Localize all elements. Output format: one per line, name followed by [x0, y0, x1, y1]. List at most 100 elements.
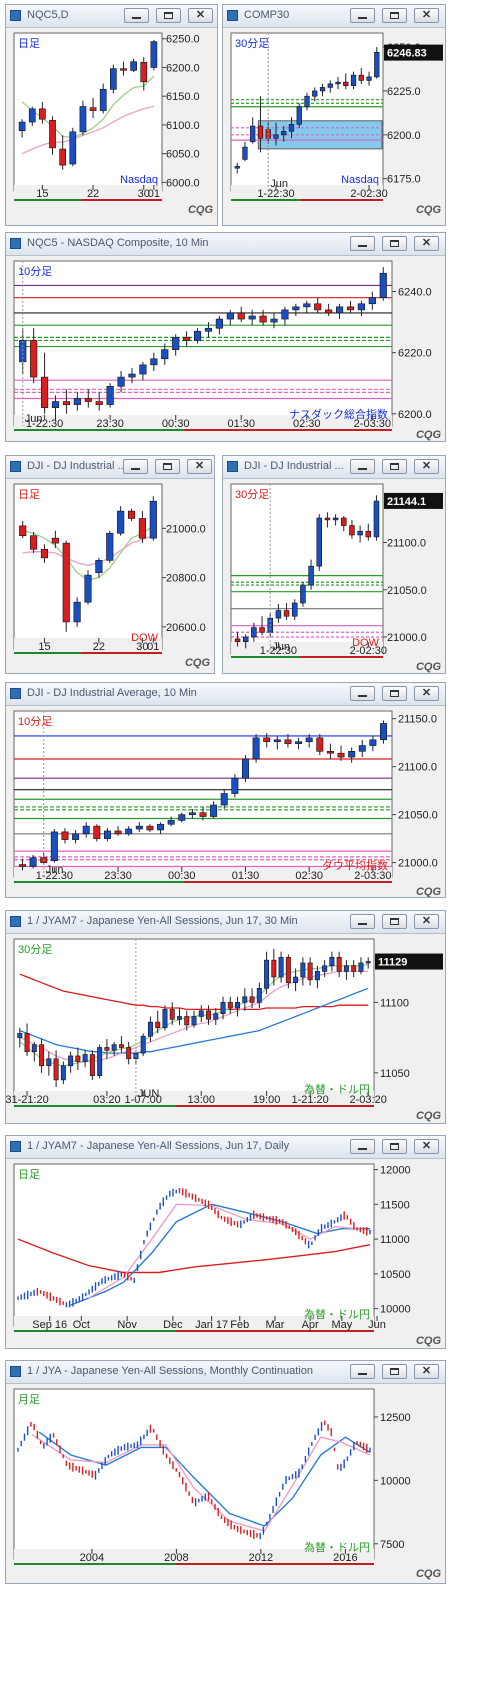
session-bar-red: [176, 1330, 374, 1332]
y-tick-label: 6250.0: [166, 34, 200, 46]
close-button[interactable]: ✕: [188, 8, 213, 23]
chart-window-comp-30min[interactable]: COMP30 ✕ 6250.06225.06200.06175.01-22:30…: [222, 4, 446, 226]
y-tick-label: 7500: [380, 1539, 404, 1551]
minimize-button[interactable]: [123, 459, 148, 474]
close-button[interactable]: ✕: [187, 459, 212, 474]
close-button[interactable]: ✕: [414, 236, 439, 251]
chart-window-dji-30min[interactable]: DJI - DJ Industrial ... ✕ 21100.0 21050.0…: [222, 455, 446, 674]
candle-body: [304, 95, 310, 108]
chart-window-jpy-monthly[interactable]: 1 / JYA - Japanese Yen-All Sessions, Mon…: [5, 1360, 446, 1584]
maximize-button[interactable]: [155, 459, 180, 474]
minimize-button[interactable]: [350, 914, 375, 929]
candle-body: [263, 737, 271, 743]
chart-window-icon: [10, 10, 21, 21]
minimize-button[interactable]: [350, 8, 375, 23]
chart-canvas[interactable]: 21150.0 21100.0 21050.0 21000.0 1-22:30 23:30…: [6, 683, 446, 898]
title-bar[interactable]: 1 / JYAM7 - Japanese Yen-All Sessions, J…: [6, 1136, 445, 1159]
close-button[interactable]: ✕: [414, 914, 439, 929]
close-button[interactable]: ✕: [414, 8, 439, 23]
candle-body: [348, 751, 356, 758]
candle-body: [114, 830, 122, 835]
timeframe-tag: 30分足: [235, 488, 269, 501]
candle-body: [351, 965, 357, 972]
y-tick-label: 12000: [380, 1165, 411, 1177]
minimize-button[interactable]: [350, 1364, 375, 1379]
title-bar[interactable]: DJI - DJ Industrial ... ✕: [223, 456, 445, 479]
last-price-label: 6246.83: [387, 48, 427, 60]
chart-window-dji-daily[interactable]: DJI - DJ Industrial ... ✕ 21000.0 20800.0…: [5, 455, 215, 674]
y-axis-area: [384, 33, 444, 201]
session-bar-red: [80, 652, 162, 654]
cqg-logo: CQG: [416, 886, 442, 898]
maximize-button[interactable]: [382, 8, 407, 23]
x-tick-label: 1-22:30: [36, 870, 73, 882]
chart-canvas[interactable]: 6250.0 6200.0 6150.0 6100.0 6050.0 6000.0 15 22…: [6, 5, 218, 226]
chart-window-icon: [10, 916, 21, 927]
minimize-button[interactable]: [350, 686, 375, 701]
candle-body: [335, 81, 341, 85]
chart-canvas[interactable]: 6240.0 6220.0 6200.0 1-22:30 23:30 00:30 01:30…: [6, 233, 446, 442]
maximize-button[interactable]: [382, 236, 407, 251]
title-bar[interactable]: NQC5,D ✕: [6, 5, 217, 28]
chart-window-dji-10min[interactable]: DJI - DJ Industrial Average, 10 Min ✕ 21…: [5, 682, 446, 898]
timeframe-tag: 日足: [18, 489, 40, 501]
chart-window-nq-10min[interactable]: NQC5 - NASDAQ Composite, 10 Min ✕ 6240.0…: [5, 232, 446, 442]
candle-body: [73, 398, 81, 405]
chart-canvas[interactable]: 11100 11050 31-21:20 03:20 1-07:00 13:00 19:00…: [6, 911, 446, 1124]
maximize-button[interactable]: [156, 8, 181, 23]
maximize-button[interactable]: [382, 1364, 407, 1379]
candle-body: [162, 1009, 168, 1029]
candle-body: [322, 965, 328, 972]
y-tick-label: 6240.0: [398, 287, 432, 299]
y-tick-label: 12500: [380, 1412, 411, 1424]
y-axis-area: [393, 711, 444, 883]
candle-body: [357, 530, 363, 536]
chart-canvas[interactable]: 21100.0 21050.0 21000.0 1-22:30 2-02:30 Jun 21…: [223, 456, 446, 674]
close-button[interactable]: ✕: [414, 1139, 439, 1154]
close-button[interactable]: ✕: [414, 1364, 439, 1379]
candle-body: [199, 812, 207, 817]
minimize-button[interactable]: [350, 459, 375, 474]
close-button[interactable]: ✕: [414, 459, 439, 474]
chart-canvas[interactable]: 6250.06225.06200.06175.01-22:302-02:30Ju…: [223, 5, 446, 226]
candle-body: [62, 401, 71, 405]
maximize-button[interactable]: [382, 686, 407, 701]
maximize-button[interactable]: [382, 914, 407, 929]
title-bar[interactable]: DJI - DJ Industrial ... ✕: [6, 456, 214, 479]
minimize-button[interactable]: [350, 236, 375, 251]
chart-canvas[interactable]: 12000 11500 11000 10500 10000 Sep 16 Oct Nov Dec…: [6, 1136, 446, 1349]
minimize-button[interactable]: [350, 1139, 375, 1154]
candle-body: [172, 337, 180, 350]
title-bar[interactable]: COMP30 ✕: [223, 5, 445, 28]
minimize-button[interactable]: [124, 8, 149, 23]
close-icon: ✕: [421, 1365, 432, 1377]
candle-body: [213, 1013, 219, 1020]
plot-area: [230, 32, 384, 192]
x-tick-label: 30: [136, 641, 148, 653]
session-bar-green: [14, 881, 185, 883]
candle-body: [206, 1010, 211, 1020]
chart-window-jpy-daily[interactable]: 1 / JYAM7 - Japanese Yen-All Sessions, J…: [5, 1135, 446, 1349]
session-bar-green: [231, 656, 300, 658]
instrument-note: 為替・ドル円: [304, 1540, 370, 1554]
title-bar[interactable]: DJI - DJ Industrial Average, 10 Min ✕: [6, 683, 445, 706]
candle-body: [220, 1002, 226, 1014]
chart-window-nq-daily[interactable]: NQC5,D ✕ 6250.0 6200.0 6150.0 6100.0 6050.0 6…: [5, 4, 218, 226]
candle-body: [275, 610, 282, 619]
candle-body: [177, 1016, 182, 1020]
maximize-button[interactable]: [382, 459, 407, 474]
maximize-button[interactable]: [382, 1139, 407, 1154]
plot-area: [13, 32, 163, 192]
candle-body: [183, 337, 191, 341]
title-bar[interactable]: 1 / JYAM7 - Japanese Yen-All Sessions, J…: [6, 911, 445, 934]
title-bar[interactable]: NQC5 - NASDAQ Composite, 10 Min ✕: [6, 233, 445, 256]
candle-body: [28, 108, 36, 123]
close-button[interactable]: ✕: [414, 686, 439, 701]
chart-window-jpy-30min[interactable]: 1 / JYAM7 - Japanese Yen-All Sessions, J…: [5, 910, 446, 1124]
x-tick-label: 2-03:20: [350, 1094, 387, 1106]
x-axis-area: [14, 1316, 374, 1332]
title-bar[interactable]: 1 / JYA - Japanese Yen-All Sessions, Mon…: [6, 1361, 445, 1384]
instrument-note: ダウ平均指数: [322, 858, 388, 872]
